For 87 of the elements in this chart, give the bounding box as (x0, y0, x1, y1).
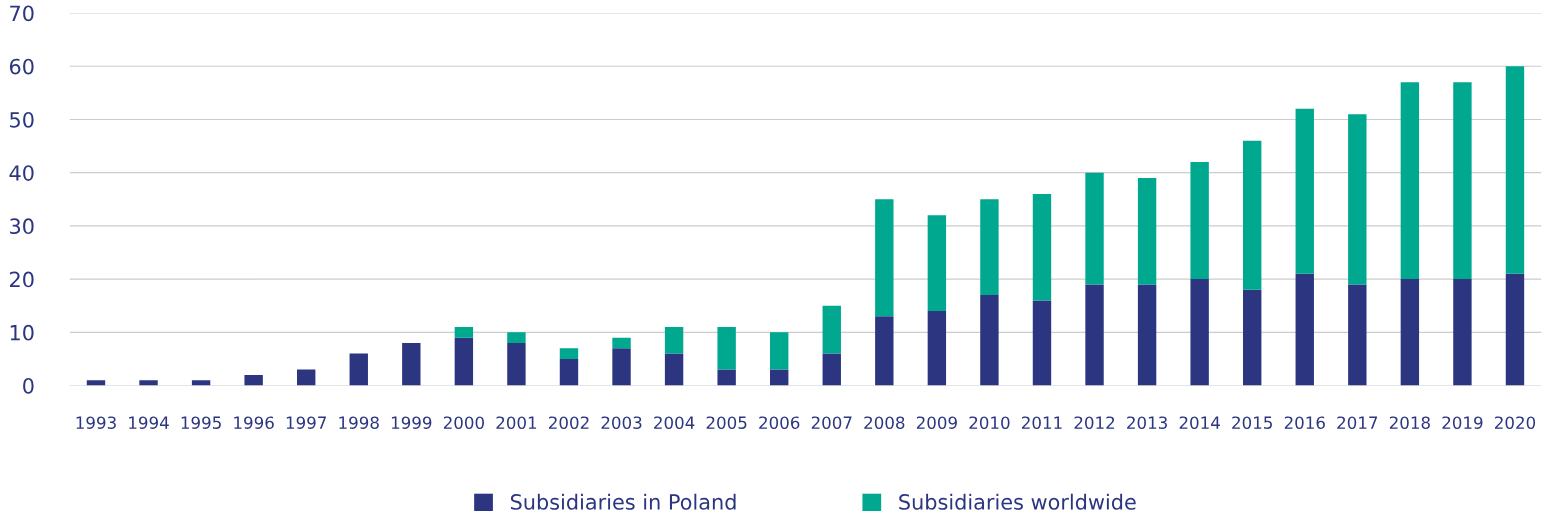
bar (664, 327, 684, 354)
bar (1400, 279, 1420, 386)
x-tick-label: 2013 (1127, 416, 1167, 429)
y-tick-label: 40 (9, 165, 34, 181)
bar (1032, 300, 1052, 386)
bar (349, 353, 368, 386)
bar (1137, 284, 1157, 386)
x-tick-label: 1999 (391, 416, 432, 429)
bar (980, 295, 999, 386)
x-tick-label: 2011 (1021, 416, 1062, 429)
bar (244, 374, 263, 386)
bar (927, 311, 947, 386)
x-tick-label: 2012 (1074, 416, 1115, 429)
bar (1190, 279, 1209, 386)
bar (1453, 279, 1472, 386)
bar (86, 380, 106, 386)
x-tick-label: 2010 (969, 416, 1010, 429)
bar (507, 332, 526, 343)
bar (1295, 273, 1314, 386)
y-tick-label: 30 (10, 218, 34, 235)
bar (1137, 178, 1157, 285)
bar (139, 380, 158, 386)
bar (454, 337, 474, 386)
bar (297, 369, 316, 386)
y-tick-label: 60 (9, 58, 34, 75)
bar (1085, 284, 1104, 386)
x-tick-label: 1995 (181, 416, 221, 429)
x-tick-label: 1996 (234, 416, 274, 429)
bar (1453, 82, 1472, 280)
bar (191, 380, 211, 386)
x-tick-label: 1993 (76, 416, 116, 429)
x-tick-label: 2000 (443, 416, 484, 429)
x-tick-label: 1994 (129, 416, 169, 429)
x-tick-label: 2003 (601, 416, 642, 429)
bar (402, 342, 421, 386)
bar (612, 337, 631, 349)
bar (875, 199, 894, 317)
x-tick-label: 2017 (1337, 416, 1378, 429)
bar (1243, 289, 1262, 386)
x-tick-label: 2002 (548, 416, 589, 429)
bar (1348, 114, 1367, 285)
bar (1295, 108, 1314, 274)
bar (664, 353, 684, 386)
bar (454, 327, 474, 338)
bar (927, 215, 947, 312)
bar (822, 353, 841, 386)
bar (980, 199, 999, 296)
bar (1505, 66, 1525, 274)
bar (717, 369, 736, 386)
bar (770, 332, 789, 370)
x-tick-label: 2014 (1179, 416, 1220, 429)
legend-label: Subsidiaries in Poland (510, 493, 736, 510)
bar (1400, 82, 1420, 280)
x-tick-label: 2001 (496, 416, 537, 429)
x-tick-label: 2009 (916, 416, 957, 429)
y-tick-label: 0 (23, 377, 34, 394)
x-tick-label: 1998 (339, 416, 379, 429)
bar (612, 348, 631, 386)
x-tick-label: 2018 (1389, 416, 1430, 429)
x-tick-label: 1997 (286, 416, 326, 429)
x-tick-label: 2020 (1494, 416, 1536, 429)
y-tick-label: 10 (10, 324, 34, 341)
legend-label: Subsidiaries worldwide (899, 493, 1136, 510)
bar (1505, 273, 1525, 386)
bar (1190, 162, 1209, 280)
x-tick-label: 2004 (654, 416, 695, 429)
bar (559, 348, 579, 359)
bar (1348, 284, 1367, 386)
y-tick-label: 70 (10, 5, 34, 22)
bar (1032, 193, 1052, 301)
bar (822, 305, 841, 354)
x-tick-label: 2008 (864, 416, 905, 429)
x-tick-label: 2005 (706, 416, 747, 429)
y-tick-label: 50 (10, 111, 34, 128)
x-tick-label: 2016 (1284, 416, 1325, 429)
bar (1243, 140, 1262, 290)
bar (875, 316, 894, 386)
bar (507, 342, 526, 386)
bar (559, 358, 579, 386)
x-tick-label: 2007 (811, 416, 852, 429)
bar (770, 369, 789, 386)
y-tick-label: 20 (10, 271, 34, 288)
x-tick-label: 2019 (1442, 416, 1483, 429)
bar (1085, 172, 1104, 285)
x-tick-label: 2006 (759, 416, 800, 429)
bar (717, 327, 736, 370)
x-tick-label: 2015 (1232, 416, 1272, 429)
